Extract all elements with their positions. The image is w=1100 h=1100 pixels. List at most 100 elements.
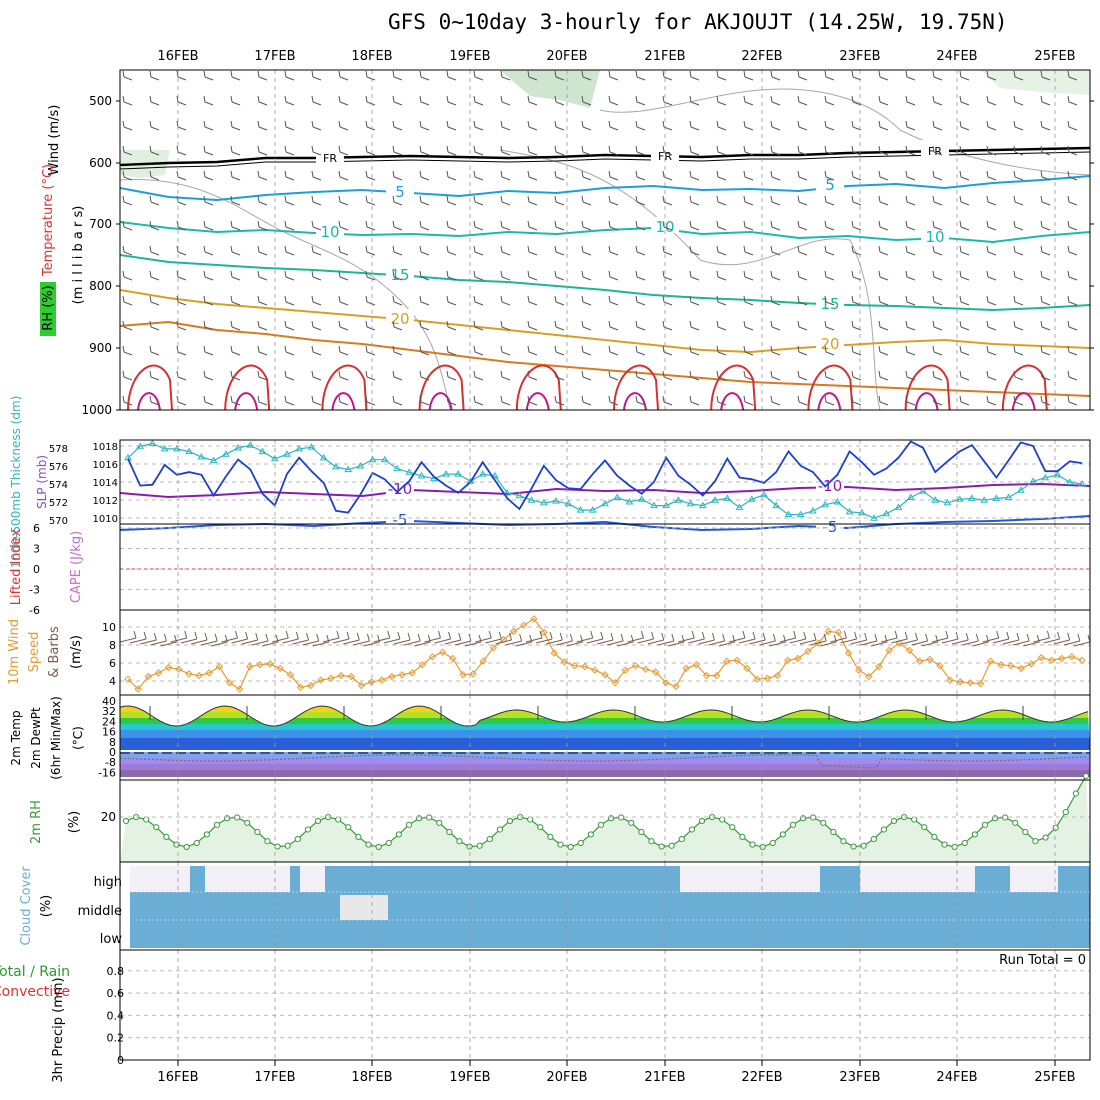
wind-barb [878, 395, 889, 406]
wind-barb [878, 70, 889, 81]
wind-barb [554, 95, 565, 106]
wind-barb [824, 245, 835, 256]
wind-barb [149, 370, 160, 381]
wind-barb [797, 120, 808, 131]
thickness-line [127, 442, 1083, 519]
wind-speed-marker [743, 664, 751, 673]
warm-contour-inner [331, 392, 356, 411]
wind-barb [230, 145, 241, 156]
date-label-bottom: 17FEB [254, 1070, 295, 1085]
wind-barb [1040, 395, 1051, 406]
wind-speed-marker [235, 685, 244, 693]
wind-speed-marker [428, 652, 437, 661]
wind-speed-marker [956, 678, 964, 686]
cloud-level-label: high [94, 875, 122, 890]
wind-barb [1040, 195, 1051, 206]
cloud-level-label: middle [78, 904, 122, 919]
wind-speed-marker [712, 671, 721, 680]
wind-barb [581, 395, 592, 406]
thickness-marker [417, 471, 426, 479]
wind-barb [716, 245, 727, 256]
wind-barb [365, 370, 376, 381]
thickness-marker [356, 462, 365, 469]
wind-barb [689, 295, 700, 306]
wind10m-barb [180, 631, 198, 644]
wind-barb [743, 195, 754, 206]
wind-barb [959, 70, 970, 81]
wind-barb [392, 320, 403, 331]
wind-barb [500, 170, 511, 181]
precip-convective-label: Convective [0, 984, 70, 1000]
wind10m-barb [505, 633, 523, 646]
wind-barb [797, 70, 808, 81]
wind-barb [905, 345, 916, 356]
thickness-marker [270, 454, 279, 462]
wind10m-unit-label: (m/s) [69, 635, 84, 669]
wind-barb [1013, 70, 1024, 81]
rh2m-fill [120, 775, 1090, 862]
isotherm-20 [119, 289, 1091, 354]
wind-barb [770, 370, 781, 381]
thickness-marker [136, 442, 145, 449]
isotherm-label-bg [816, 476, 844, 492]
wind-speed-marker [337, 671, 345, 680]
isotherm-label: -5 [393, 511, 408, 529]
rh2m-marker [607, 815, 615, 822]
wind-barb [1013, 95, 1024, 106]
wind-barb [500, 120, 511, 131]
wind-barb [257, 70, 268, 81]
rh2m-unit-label: (%) [67, 811, 82, 834]
rh2m-marker [577, 839, 584, 847]
thickness-marker [527, 496, 536, 503]
wind-barb [1013, 295, 1024, 306]
wind-barb [392, 220, 403, 231]
wind-barb [284, 395, 295, 406]
thickness-tick-label: 572 [49, 498, 68, 509]
rh2m-marker [264, 838, 271, 845]
rh2m-marker [850, 843, 857, 850]
wind-speed-marker [459, 670, 467, 679]
isotherm--5 [119, 515, 1091, 532]
thickness-marker [894, 503, 903, 510]
wind10m-barb [931, 630, 949, 643]
cape-axis-label: CAPE (J/kg) [69, 531, 84, 603]
wind-barb [1013, 345, 1024, 356]
wind10m-barb [434, 631, 452, 644]
rh2m-marker [860, 842, 867, 849]
rh2m-marker [415, 815, 423, 822]
wind-barb [473, 170, 484, 181]
wind-speed-marker [306, 681, 315, 690]
temperature-tick-label: 40 [102, 695, 116, 708]
isotherm-15 [119, 254, 1091, 312]
wind-barb [770, 270, 781, 281]
wind-barb [932, 195, 943, 206]
wind-barb [959, 295, 970, 306]
wind-speed-marker [560, 658, 569, 666]
slp-axis-label: SLP (mb) [35, 455, 49, 509]
wind-barb [446, 395, 457, 406]
rh2m-marker [799, 815, 807, 822]
rh2m-marker [1012, 819, 1019, 826]
wind-barb [527, 370, 538, 381]
rh2m-marker [840, 838, 847, 845]
wind10m-barb [647, 632, 665, 645]
wind-speed-marker [134, 685, 142, 693]
wind-barb [689, 120, 700, 131]
wind-barb [554, 370, 565, 381]
wind-barb [932, 145, 943, 156]
wind-barb [716, 70, 727, 81]
rh2m-marker [254, 828, 261, 836]
isotherm-label-bg [386, 182, 414, 198]
panel-frame-precip [119, 949, 1091, 1061]
wind-barb [608, 245, 619, 256]
wind-barb [230, 270, 241, 281]
cloud-clear-segment [860, 866, 975, 892]
wind-barb [338, 145, 349, 156]
rh2m-marker [153, 824, 160, 831]
wind-barb [1013, 145, 1024, 156]
warm-contour [807, 364, 854, 411]
cloud-unit-label: (%) [39, 895, 54, 918]
panel-frame-wind10m [119, 609, 1091, 696]
wind-speed-marker [763, 674, 772, 683]
wind10m-barb [282, 631, 299, 644]
